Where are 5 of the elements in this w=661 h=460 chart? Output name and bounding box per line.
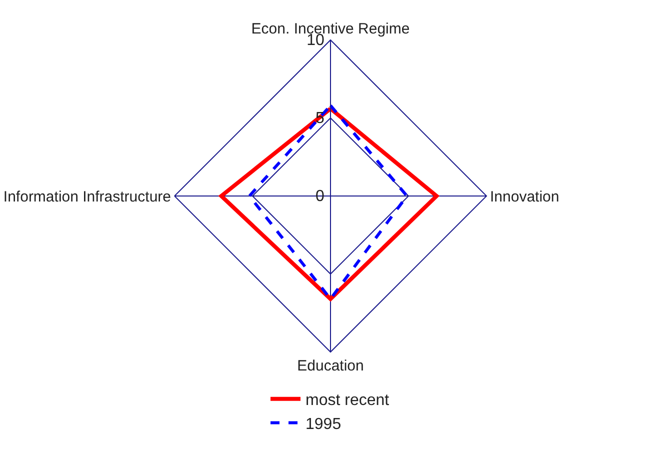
spoke-label: Innovation: [490, 188, 560, 206]
spoke-label: Education: [297, 358, 364, 374]
legend-label: 1995: [306, 416, 342, 433]
spoke-label: Information Infrastructure: [3, 188, 171, 206]
legend-label: most recent: [306, 392, 390, 410]
